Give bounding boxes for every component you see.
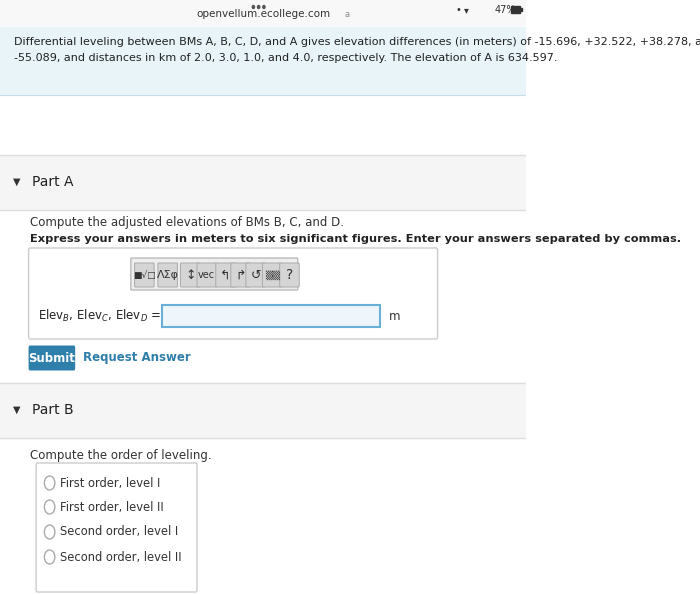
- Text: ■√□: ■√□: [133, 271, 155, 280]
- Text: First order, level II: First order, level II: [60, 500, 164, 513]
- Circle shape: [44, 550, 55, 564]
- Bar: [511, 6, 520, 13]
- Text: Part B: Part B: [32, 403, 74, 417]
- Text: Part A: Part A: [32, 175, 73, 189]
- Circle shape: [258, 5, 260, 8]
- FancyBboxPatch shape: [134, 263, 154, 287]
- Text: Express your answers in meters to six significant figures. Enter your answers se: Express your answers in meters to six si…: [30, 234, 681, 244]
- FancyBboxPatch shape: [197, 263, 216, 287]
- Bar: [0, 95, 526, 595]
- FancyBboxPatch shape: [29, 346, 75, 371]
- Text: Compute the order of leveling.: Compute the order of leveling.: [30, 449, 211, 462]
- Bar: [0, 438, 526, 595]
- Text: 47%: 47%: [494, 5, 516, 15]
- Text: ↰: ↰: [220, 268, 231, 281]
- Bar: [0, 0, 526, 25]
- Text: ▾: ▾: [463, 5, 468, 15]
- Bar: [0, 155, 526, 210]
- FancyBboxPatch shape: [262, 263, 282, 287]
- Text: ΛΣφ: ΛΣφ: [157, 270, 178, 280]
- Text: ↕: ↕: [185, 268, 195, 281]
- Text: ▒▒: ▒▒: [265, 270, 280, 280]
- FancyBboxPatch shape: [36, 463, 197, 592]
- FancyBboxPatch shape: [29, 248, 437, 339]
- Text: Second order, level II: Second order, level II: [60, 550, 182, 563]
- Text: ↺: ↺: [251, 268, 261, 281]
- Circle shape: [44, 500, 55, 514]
- Circle shape: [44, 525, 55, 539]
- Text: ?: ?: [286, 268, 293, 282]
- FancyBboxPatch shape: [280, 263, 299, 287]
- Text: •: •: [456, 5, 461, 15]
- Text: openvellum.ecollege.com: openvellum.ecollege.com: [196, 9, 330, 19]
- FancyBboxPatch shape: [246, 263, 265, 287]
- Text: Elev$_B$, Elev$_C$, Elev$_D$ =: Elev$_B$, Elev$_C$, Elev$_D$ =: [38, 308, 160, 324]
- FancyBboxPatch shape: [131, 258, 298, 290]
- Bar: [0, 27, 526, 95]
- Text: a: a: [345, 10, 350, 18]
- FancyBboxPatch shape: [158, 263, 177, 287]
- Text: Second order, level I: Second order, level I: [60, 525, 178, 538]
- Text: vec: vec: [198, 270, 216, 280]
- Circle shape: [252, 5, 255, 8]
- Text: Submit: Submit: [29, 352, 76, 365]
- Bar: [162, 305, 379, 327]
- Circle shape: [262, 5, 265, 8]
- Text: Request Answer: Request Answer: [83, 352, 190, 365]
- Text: m: m: [389, 309, 400, 322]
- Bar: [520, 8, 522, 11]
- Text: Compute the adjusted elevations of BMs B, C, and D.: Compute the adjusted elevations of BMs B…: [30, 215, 344, 228]
- Circle shape: [44, 476, 55, 490]
- Text: Differential leveling between BMs A, B, C, D, and A gives elevation differences : Differential leveling between BMs A, B, …: [13, 37, 700, 47]
- Bar: [0, 210, 526, 380]
- FancyBboxPatch shape: [216, 263, 235, 287]
- FancyBboxPatch shape: [231, 263, 251, 287]
- Text: First order, level I: First order, level I: [60, 477, 160, 490]
- Text: -55.089, and distances in km of 2.0, 3.0, 1.0, and 4.0, respectively. The elevat: -55.089, and distances in km of 2.0, 3.0…: [13, 53, 557, 63]
- FancyBboxPatch shape: [181, 263, 200, 287]
- Text: ▼: ▼: [13, 177, 20, 187]
- Text: ▼: ▼: [13, 405, 20, 415]
- Bar: [0, 383, 526, 438]
- Text: ↱: ↱: [235, 268, 246, 281]
